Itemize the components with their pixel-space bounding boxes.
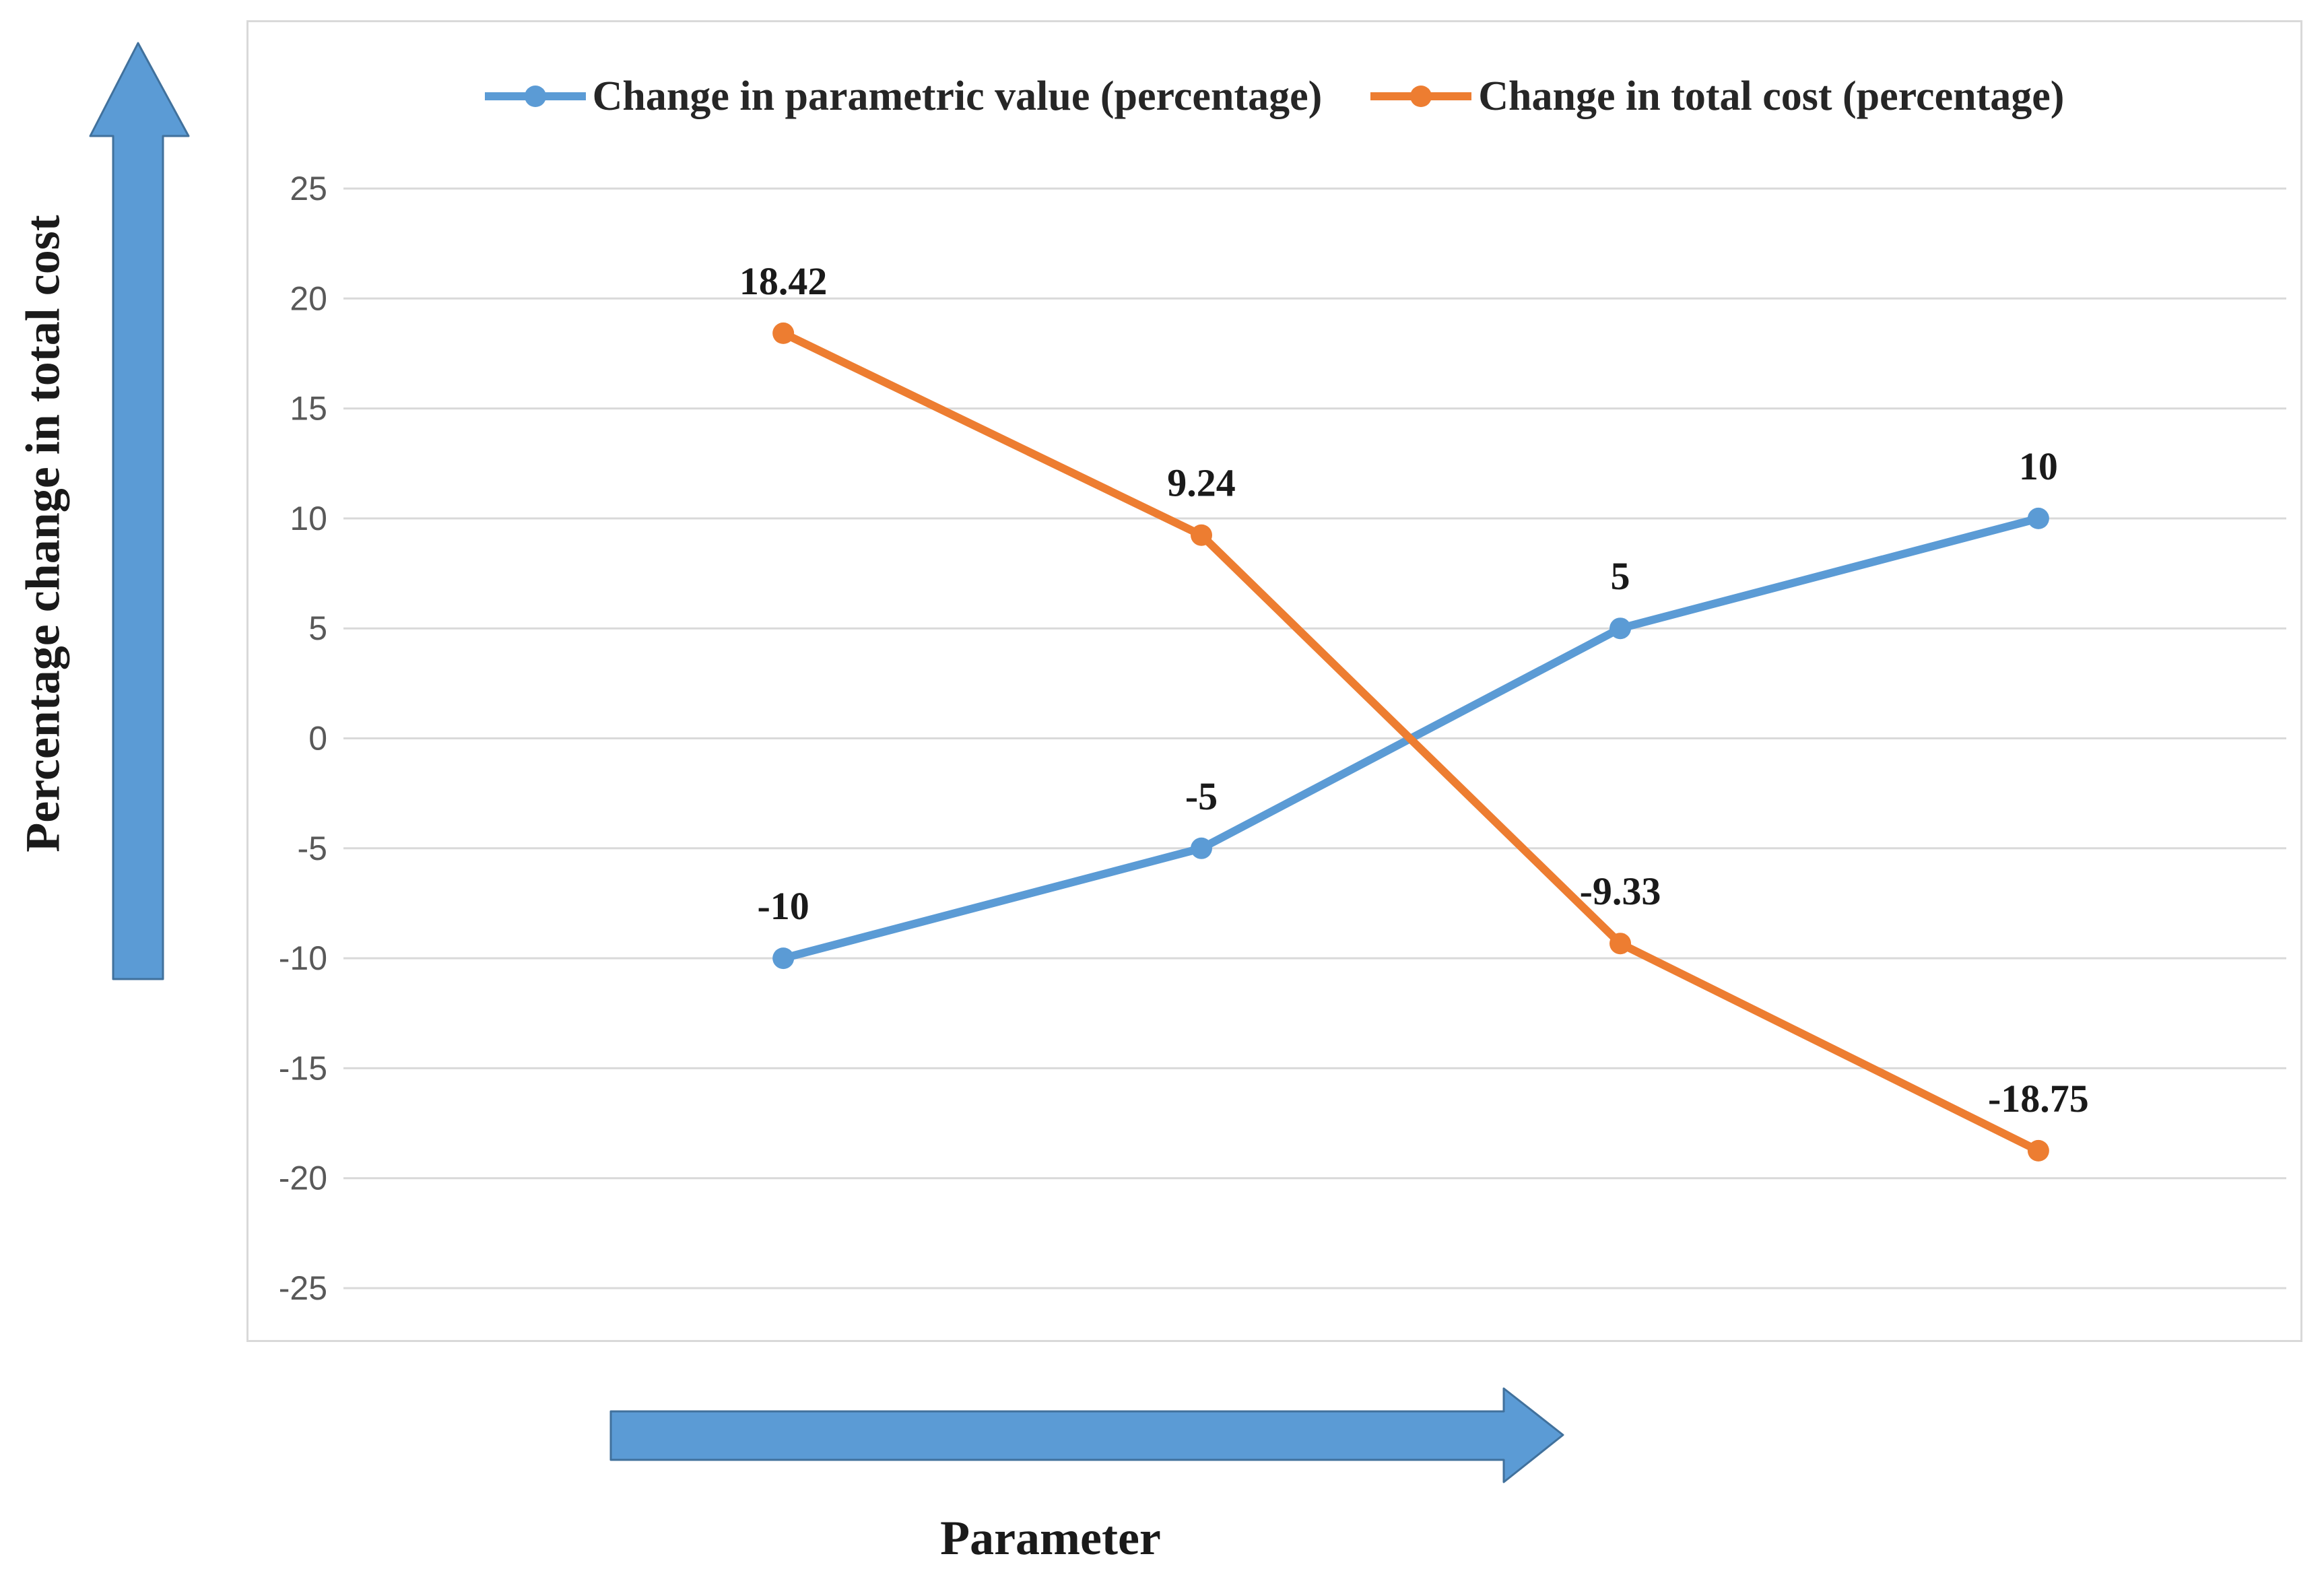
data-point-marker (772, 322, 795, 344)
legend-label: Change in total cost (percentage) (1478, 73, 2065, 119)
y-tick-label: 15 (290, 390, 327, 428)
chart-panel (246, 20, 2302, 1342)
y-tick-label: 0 (308, 720, 327, 758)
data-point-label: -18.75 (1988, 1077, 2089, 1120)
x-axis-title: Parameter (940, 1511, 1161, 1565)
chart-legend: Change in parametric value (percentage) C… (246, 59, 2302, 133)
y-axis-direction-arrow-icon (89, 42, 190, 980)
data-point-marker (1609, 617, 1632, 640)
y-tick-label: 25 (290, 170, 327, 207)
data-point-label: -9.33 (1580, 869, 1661, 913)
series-line-total-cost (779, 329, 2043, 1155)
data-point-marker (2027, 507, 2049, 529)
data-point-label: -10 (757, 884, 809, 928)
legend-line-marker-icon (484, 86, 586, 107)
y-tick-label: -20 (279, 1160, 327, 1197)
data-point-label: 10 (2019, 444, 2058, 488)
legend-label: Change in parametric value (percentage) (592, 73, 1323, 119)
legend-item: Change in parametric value (percentage) (484, 73, 1323, 119)
x-axis-direction-arrow-icon (609, 1387, 1564, 1483)
legend-line-marker-icon (1370, 86, 1472, 107)
y-tick-label: -10 (279, 939, 327, 977)
y-tick-label: 5 (308, 609, 327, 647)
y-tick-label: -25 (279, 1269, 327, 1307)
y-tick-label: -5 (298, 830, 327, 867)
data-point-marker (772, 947, 795, 970)
data-point-marker (1191, 837, 1213, 859)
data-point-label: -5 (1185, 774, 1218, 818)
data-point-label: 9.24 (1167, 461, 1236, 505)
y-tick-label: 10 (290, 500, 327, 537)
data-point-marker (2027, 1139, 2049, 1162)
data-point-marker (1609, 933, 1632, 955)
legend-item: Change in total cost (percentage) (1370, 75, 2064, 117)
y-tick-label: 20 (290, 279, 327, 317)
data-point-marker (1191, 524, 1213, 546)
y-tick-label: -15 (279, 1049, 327, 1087)
data-point-label: 5 (1611, 554, 1630, 598)
data-point-label: 18.42 (739, 259, 828, 303)
